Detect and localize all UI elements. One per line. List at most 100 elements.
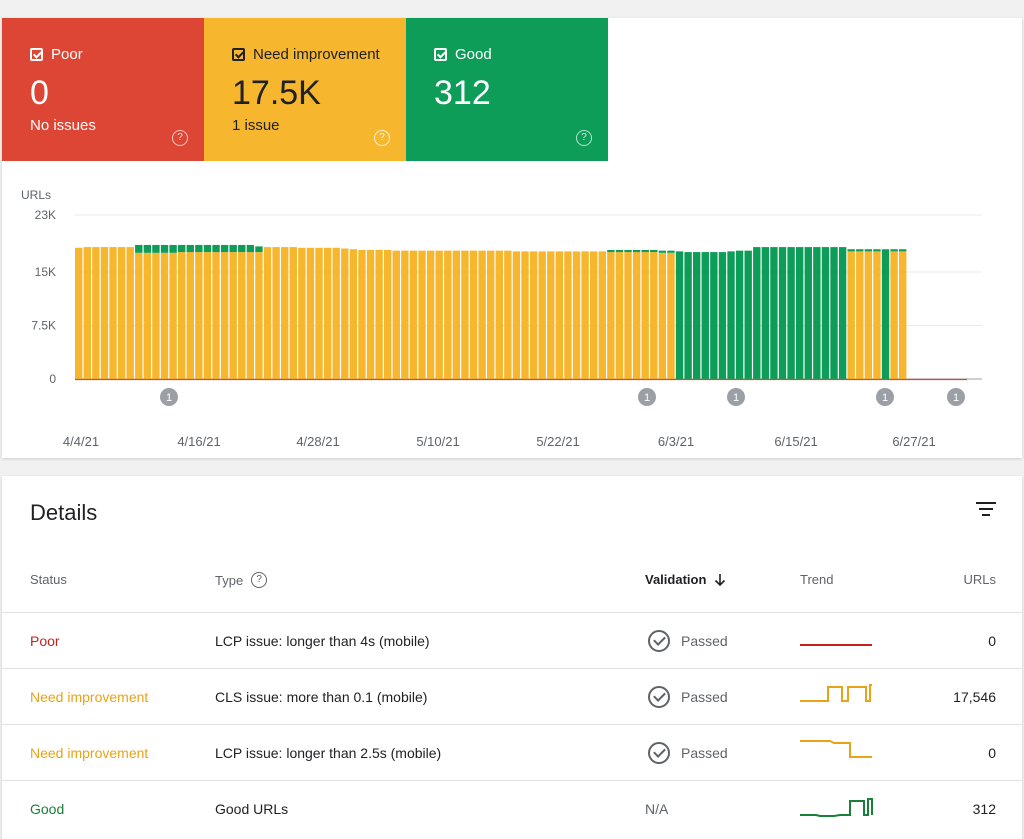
need-improvement-header[interactable]: Need improvement: [232, 46, 380, 63]
bar-need-improvement: [323, 247, 332, 379]
bar-good: [778, 247, 787, 379]
bar-need-improvement: [298, 247, 306, 379]
bar-good: [813, 247, 821, 379]
bar-need-improvement: [109, 247, 117, 379]
bar-need-improvement: [195, 252, 203, 379]
bar-need-improvement: [444, 250, 452, 379]
bar-need-improvement: [100, 247, 109, 379]
check-circle-icon: [648, 630, 670, 652]
annotation-label: 1: [166, 392, 172, 404]
bar-need-improvement: [512, 251, 521, 379]
bar-need-improvement: [212, 252, 220, 379]
bar-need-improvement: [641, 252, 649, 379]
bar-good: [753, 247, 761, 379]
bar-need-improvement: [186, 252, 194, 379]
table-row[interactable]: Poor LCP issue: longer than 4s (mobile) …: [2, 612, 1022, 669]
row-validation: Passed: [681, 745, 728, 761]
help-circle-icon[interactable]: ?: [172, 130, 188, 146]
help-circle-icon[interactable]: ?: [576, 130, 592, 146]
bar-need-improvement: [564, 251, 572, 379]
bar-good: [796, 247, 804, 379]
help-circle-icon[interactable]: ?: [374, 130, 390, 146]
column-header-label: Trend: [800, 572, 834, 587]
x-tick-label: 5/22/21: [536, 434, 579, 449]
row-status: Need improvement: [30, 689, 149, 705]
trend-sparkline: [800, 740, 872, 758]
table-row[interactable]: Need improvement CLS issue: more than 0.…: [2, 668, 1022, 725]
bar-good: [701, 252, 709, 379]
bar-need-improvement: [847, 251, 855, 379]
trend-sparkline: [800, 684, 872, 702]
poor-header[interactable]: Poor: [30, 46, 83, 63]
bar-need-improvement: [281, 247, 289, 379]
bar-need-improvement: [289, 247, 297, 379]
bar-need-improvement: [83, 247, 91, 379]
bar-need-improvement: [126, 247, 134, 379]
checkbox-checked-icon[interactable]: [30, 48, 43, 61]
bar-good: [650, 249, 658, 253]
bar-need-improvement: [392, 250, 400, 379]
good-label: Good: [455, 46, 492, 63]
bar-need-improvement: [238, 252, 246, 379]
bar-need-improvement: [418, 250, 426, 379]
bar-good: [881, 249, 890, 379]
checkbox-checked-icon[interactable]: [434, 48, 447, 61]
column-header-urls[interactable]: URLs: [963, 572, 996, 587]
column-header-label: Validation: [645, 572, 707, 587]
row-type: Good URLs: [215, 801, 289, 817]
x-tick-label: 6/3/21: [658, 434, 694, 449]
bar-good: [899, 249, 907, 252]
bar-good: [203, 244, 212, 253]
bar-good: [727, 251, 735, 379]
summary-card: Poor 0 No issues ? Need improvement 17.5…: [2, 18, 1022, 458]
details-card: Details Status Type ? Validation Trend U…: [2, 476, 1022, 839]
y-tick-label: 23K: [35, 208, 56, 222]
bar-good: [667, 250, 675, 253]
bar-need-improvement: [864, 251, 873, 379]
column-header-trend[interactable]: Trend: [800, 572, 833, 587]
column-header-label: URLs: [963, 572, 996, 587]
bar-good: [718, 252, 727, 379]
bar-need-improvement: [435, 250, 443, 379]
bar-need-improvement: [220, 252, 229, 379]
bar-good: [830, 247, 838, 379]
y-tick-label: 7.5K: [31, 319, 56, 333]
y-tick-label: 15K: [35, 265, 56, 279]
column-header-label: Type: [215, 572, 244, 588]
bar-need-improvement: [478, 250, 486, 379]
x-tick-label: 4/4/21: [63, 434, 99, 449]
trend-sparkline: [800, 644, 872, 646]
help-circle-icon[interactable]: ?: [251, 572, 268, 588]
bar-need-improvement: [332, 247, 340, 379]
filter-icon[interactable]: [974, 502, 998, 520]
bar-good: [873, 249, 881, 252]
bar-need-improvement: [229, 252, 237, 379]
bar-need-improvement: [890, 251, 898, 379]
good-header[interactable]: Good: [434, 46, 492, 63]
bar-need-improvement: [658, 252, 667, 379]
bar-good: [684, 252, 692, 379]
column-header-status[interactable]: Status: [30, 572, 67, 587]
bar-need-improvement: [169, 252, 177, 379]
bar-good: [255, 246, 263, 253]
column-header-type[interactable]: Type ?: [215, 572, 268, 588]
checkbox-checked-icon[interactable]: [232, 48, 245, 61]
x-tick-label: 6/15/21: [774, 434, 817, 449]
annotation-marker: [638, 388, 656, 406]
table-row[interactable]: Good Good URLs N/A 312: [2, 780, 1022, 837]
column-header-label: Status: [30, 572, 67, 587]
bar-good: [693, 252, 701, 379]
column-header-validation[interactable]: Validation: [645, 572, 726, 587]
need-improvement-tile[interactable]: Need improvement 17.5K 1 issue ?: [204, 18, 406, 161]
bar-need-improvement: [461, 250, 469, 379]
x-tick-label: 4/16/21: [177, 434, 220, 449]
poor-tile[interactable]: Poor 0 No issues ?: [2, 18, 204, 161]
bar-good: [787, 247, 795, 379]
bar-good: [238, 244, 246, 253]
bar-good: [658, 250, 667, 253]
bar-need-improvement: [160, 252, 169, 379]
good-tile[interactable]: Good 312 ?: [406, 18, 608, 161]
bar-need-improvement: [349, 249, 358, 379]
bar-good: [152, 244, 160, 253]
table-row[interactable]: Need improvement LCP issue: longer than …: [2, 724, 1022, 781]
